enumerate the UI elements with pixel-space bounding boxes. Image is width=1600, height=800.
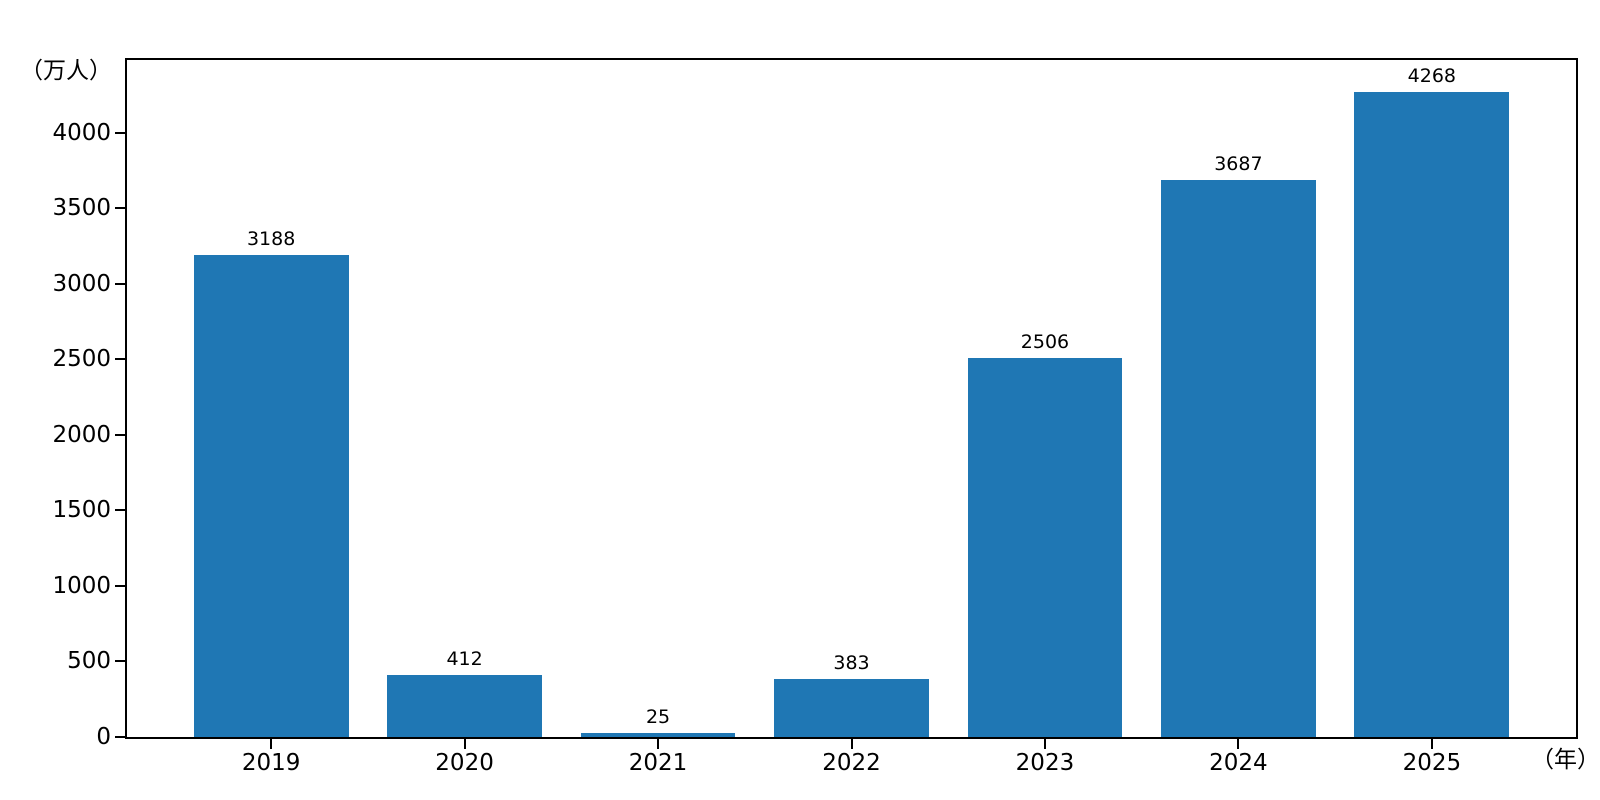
y-tick-label: 2500 [52, 346, 111, 373]
y-tick-mark [115, 207, 125, 210]
x-tick-mark [657, 739, 660, 749]
bar-value-label: 3687 [1214, 152, 1263, 175]
x-tick-mark [1237, 739, 1240, 749]
y-tick-mark [115, 131, 125, 134]
x-tick-mark [850, 739, 853, 749]
x-tick-label: 2020 [435, 750, 494, 776]
x-tick-label: 2021 [628, 750, 688, 776]
y-tick-label: 1000 [52, 572, 111, 599]
bar-2019 [193, 255, 349, 737]
y-tick-label: 2000 [52, 421, 111, 448]
y-tick-label: 4000 [52, 119, 111, 146]
x-tick-mark [1430, 739, 1433, 749]
x-tick-label: 2023 [1015, 750, 1075, 776]
bar-2020 [387, 674, 542, 737]
x-axis-unit-label: （年） [1531, 747, 1600, 773]
bar-value-label: 383 [833, 652, 870, 675]
y-tick-mark [115, 736, 125, 738]
x-tick-mark [463, 739, 466, 749]
plot-area: 0 500 1000 1500 2000 2500 3000 3500 4000 3188 2019… [52, 58, 1578, 776]
bar-2024 [1161, 179, 1316, 737]
bar-2022 [774, 679, 929, 737]
y-tick-label: 3500 [52, 195, 111, 222]
bar-value-label: 3188 [246, 228, 296, 251]
x-tick-label: 2019 [241, 750, 301, 776]
bar-2025 [1354, 92, 1510, 737]
y-tick-mark [115, 660, 125, 663]
y-tick-label: 3000 [52, 270, 111, 297]
y-tick-mark [115, 433, 125, 436]
x-tick-mark [270, 739, 273, 749]
y-tick-label: 500 [67, 648, 111, 675]
bar-value-label: 412 [446, 647, 483, 670]
y-tick-mark [115, 584, 125, 587]
x-tick-label: 2022 [822, 750, 881, 776]
bar-value-label: 25 [645, 706, 671, 729]
x-tick-mark [1043, 739, 1046, 749]
bar-value-label: 4268 [1407, 65, 1457, 88]
bar-value-label: 2506 [1020, 331, 1070, 354]
y-axis-unit-label: （万人） [20, 58, 112, 84]
y-tick-mark [115, 509, 125, 512]
y-tick-mark [115, 282, 125, 285]
y-tick-label: 0 [96, 724, 111, 750]
bar-2023 [967, 358, 1123, 737]
y-tick-label: 1500 [52, 497, 111, 524]
x-tick-label: 2025 [1402, 750, 1462, 776]
x-tick-label: 2024 [1209, 750, 1268, 776]
bar-2021 [580, 733, 736, 737]
y-tick-mark [115, 358, 125, 361]
